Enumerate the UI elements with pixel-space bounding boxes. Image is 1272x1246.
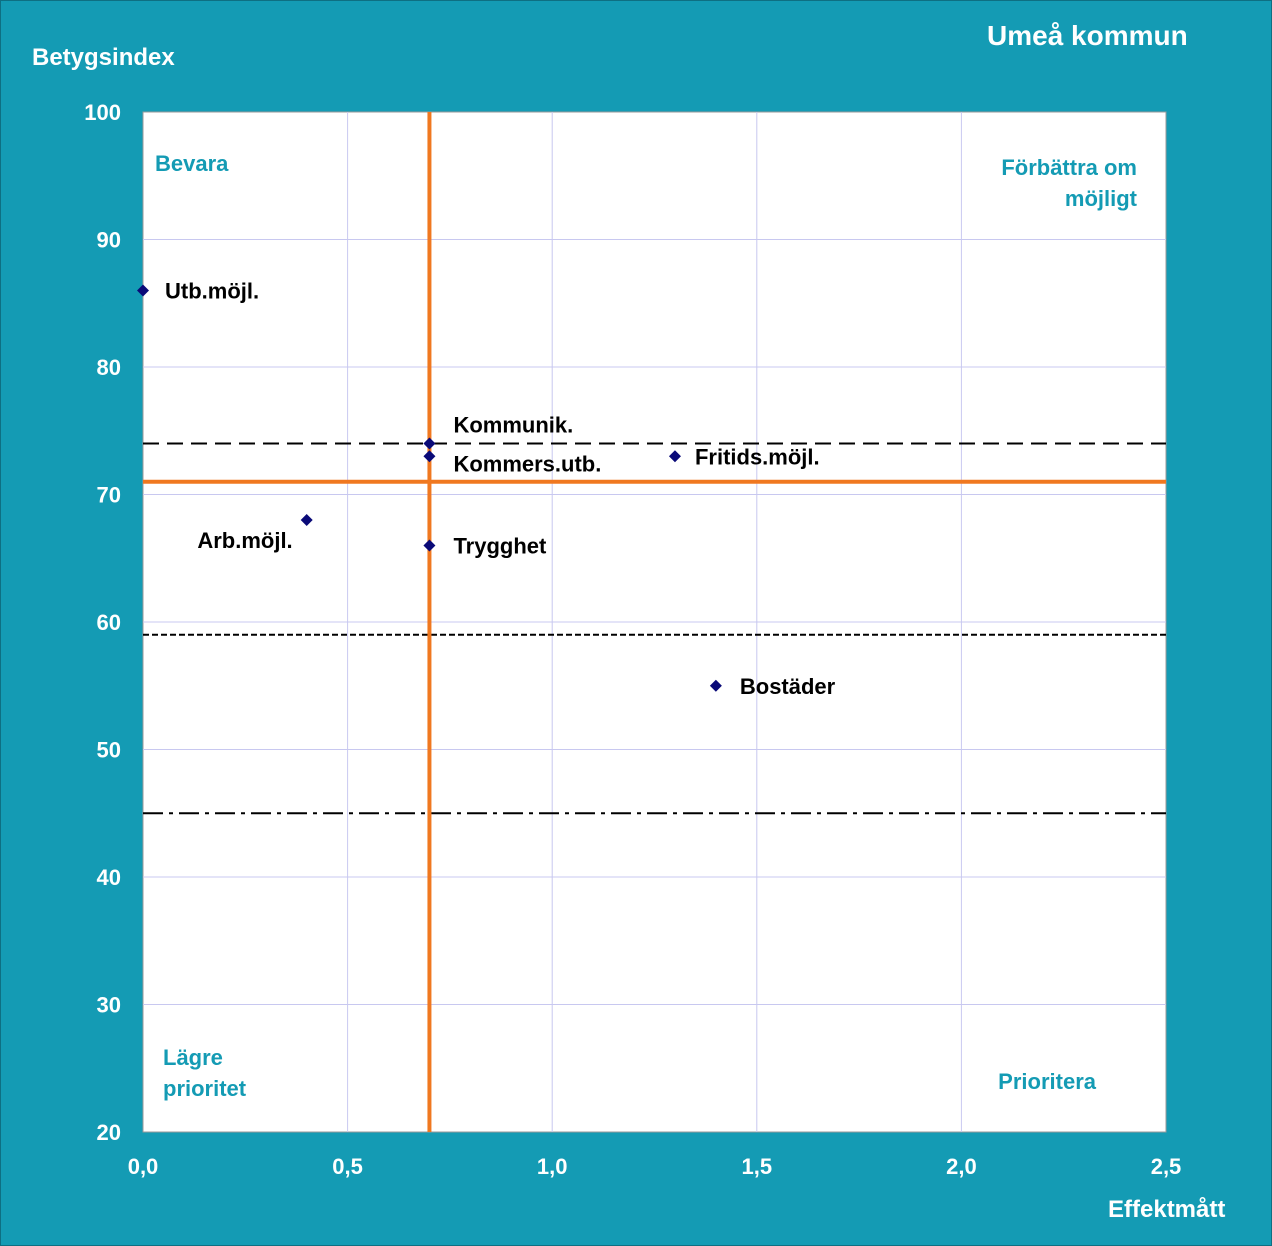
quadrant-label-bottom-left-line2: prioritet [163,1076,247,1101]
y-axis-label: Betygsindex [32,44,175,71]
quadrant-label-top-right-line2: möjligt [1065,186,1138,211]
y-tick-label: 90 [97,228,121,253]
data-point-marker [423,450,436,463]
x-axis-label: Effektmått [1108,1196,1226,1223]
x-tick-label: 2,5 [1151,1154,1182,1179]
y-tick-label: 70 [97,483,121,508]
data-point-label: Utb.möjl. [165,279,259,304]
quadrant-label-top-left: Bevara [155,151,229,176]
data-point-label: Fritids.möjl. [695,444,820,469]
y-tick-label: 40 [97,865,121,890]
y-tick-label: 50 [97,738,121,763]
y-tick-label: 80 [97,355,121,380]
y-tick-label: 60 [97,610,121,635]
data-point-marker [709,679,722,692]
y-tick-label: 30 [97,993,121,1018]
x-tick-label: 1,5 [742,1154,773,1179]
x-tick-label: 0,0 [128,1154,159,1179]
data-point-marker [668,450,681,463]
quadrant-label-top-right-line1: Förbättra om [1001,155,1137,180]
x-tick-label: 2,0 [946,1154,977,1179]
y-tick-label: 20 [97,1120,121,1145]
quadrant-label-bottom-left-line1: Lägre [163,1045,223,1070]
chart-title: Umeå kommun [987,20,1188,51]
data-point-label: Arb.möjl. [197,528,292,553]
quadrant-label-bottom-right: Prioritera [998,1069,1097,1094]
data-point-label: Trygghet [453,534,547,559]
data-point-marker [137,284,149,297]
x-tick-label: 1,0 [537,1154,568,1179]
data-point-marker [423,539,436,552]
data-point-marker [423,437,436,450]
data-point-label: Kommunik. [453,413,573,438]
data-point-label: Kommers.utb. [453,451,601,476]
x-tick-label: 0,5 [332,1154,363,1179]
data-point-marker [300,514,313,526]
y-tick-label: 100 [84,100,121,125]
data-point-label: Bostäder [740,674,836,699]
